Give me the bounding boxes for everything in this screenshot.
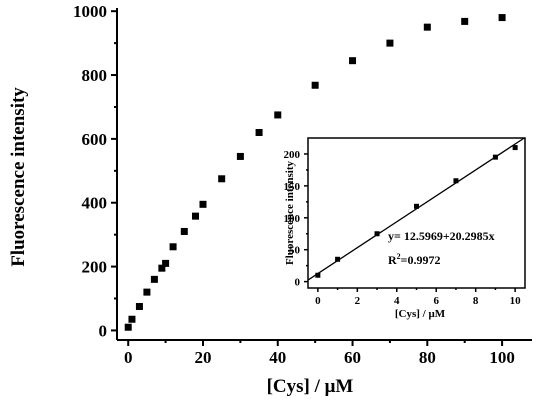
main-x-tick-label: 40 — [269, 348, 286, 367]
main-data-point — [255, 129, 263, 136]
main-y-tick-label: 1000 — [73, 2, 107, 21]
inset-x-tick-label: 4 — [394, 295, 400, 307]
inset-y-axis-label: Fluorescence intensity — [284, 161, 296, 265]
main-data-point — [192, 212, 200, 220]
main-data-point — [236, 152, 244, 160]
inset-x-tick-label: 8 — [473, 295, 479, 307]
inset-x-tick-label: 2 — [355, 295, 361, 307]
inset-data-point — [492, 154, 498, 160]
inset-x-axis-label: [Cys] / μM — [395, 308, 446, 320]
main-data-point — [386, 39, 394, 47]
main-data-point — [169, 243, 177, 251]
main-y-tick-label: 200 — [82, 258, 108, 277]
inset-data-point — [374, 231, 380, 237]
inset-fit-line — [307, 137, 525, 281]
main-y-tick-label: 600 — [82, 130, 108, 149]
main-x-tick-label: 80 — [419, 348, 436, 367]
main-data-point — [498, 14, 506, 22]
main-data-point — [180, 227, 188, 235]
inset-x-tick-label: 6 — [433, 295, 439, 307]
inset-data-point — [512, 145, 518, 151]
inset-data-point — [335, 256, 341, 262]
main-x-tick-label: 60 — [344, 348, 361, 367]
main-y-tick-label: 0 — [99, 321, 108, 340]
main-data-point — [124, 323, 132, 331]
main-data-point — [158, 264, 166, 272]
inset-y-tick-label: 50 — [289, 245, 301, 257]
main-data-point — [274, 111, 282, 119]
main-x-tick-label: 100 — [489, 348, 515, 367]
inset-data-point — [453, 178, 459, 184]
inset-y-tick-label: 0 — [295, 277, 301, 289]
inset-data-point — [315, 272, 321, 278]
main-data-point — [349, 57, 357, 65]
inset-x-tick-label: 10 — [510, 295, 522, 307]
main-data-point — [461, 17, 469, 25]
main-data-point — [311, 81, 319, 89]
main-data-point — [150, 275, 158, 283]
inset-y-tick-label: 100 — [284, 213, 301, 225]
main-data-point — [162, 259, 170, 267]
main-data-point — [218, 175, 226, 183]
inset-fit-equation: y= 12.5969+20.2985x — [388, 229, 495, 243]
inset-y-tick-label: 150 — [284, 181, 301, 193]
inset-r-squared-exponent: 2 — [397, 252, 401, 261]
main-data-point — [423, 23, 431, 31]
main-y-tick-label: 400 — [82, 194, 108, 213]
inset-x-tick-label: 0 — [315, 295, 321, 307]
inset-r-squared: R2=0.9972 — [388, 252, 441, 267]
main-data-point — [128, 315, 136, 323]
main-data-point — [143, 288, 151, 296]
main-y-tick-label: 800 — [82, 66, 108, 85]
main-y-axis-label: Fluorescence intensity — [8, 87, 29, 267]
main-data-point — [199, 200, 207, 208]
main-x-tick-label: 0 — [124, 348, 133, 367]
inset-r-squared-prefix: R — [388, 253, 397, 267]
inset-frame — [307, 137, 526, 289]
main-x-tick-label: 20 — [194, 348, 211, 367]
main-x-axis-label: [Cys] / μM — [267, 376, 354, 397]
main-data-point — [135, 302, 143, 310]
inset-y-tick-label: 200 — [284, 149, 301, 161]
inset-data-point — [414, 203, 419, 209]
inset-r-squared-value: =0.9972 — [401, 253, 441, 267]
